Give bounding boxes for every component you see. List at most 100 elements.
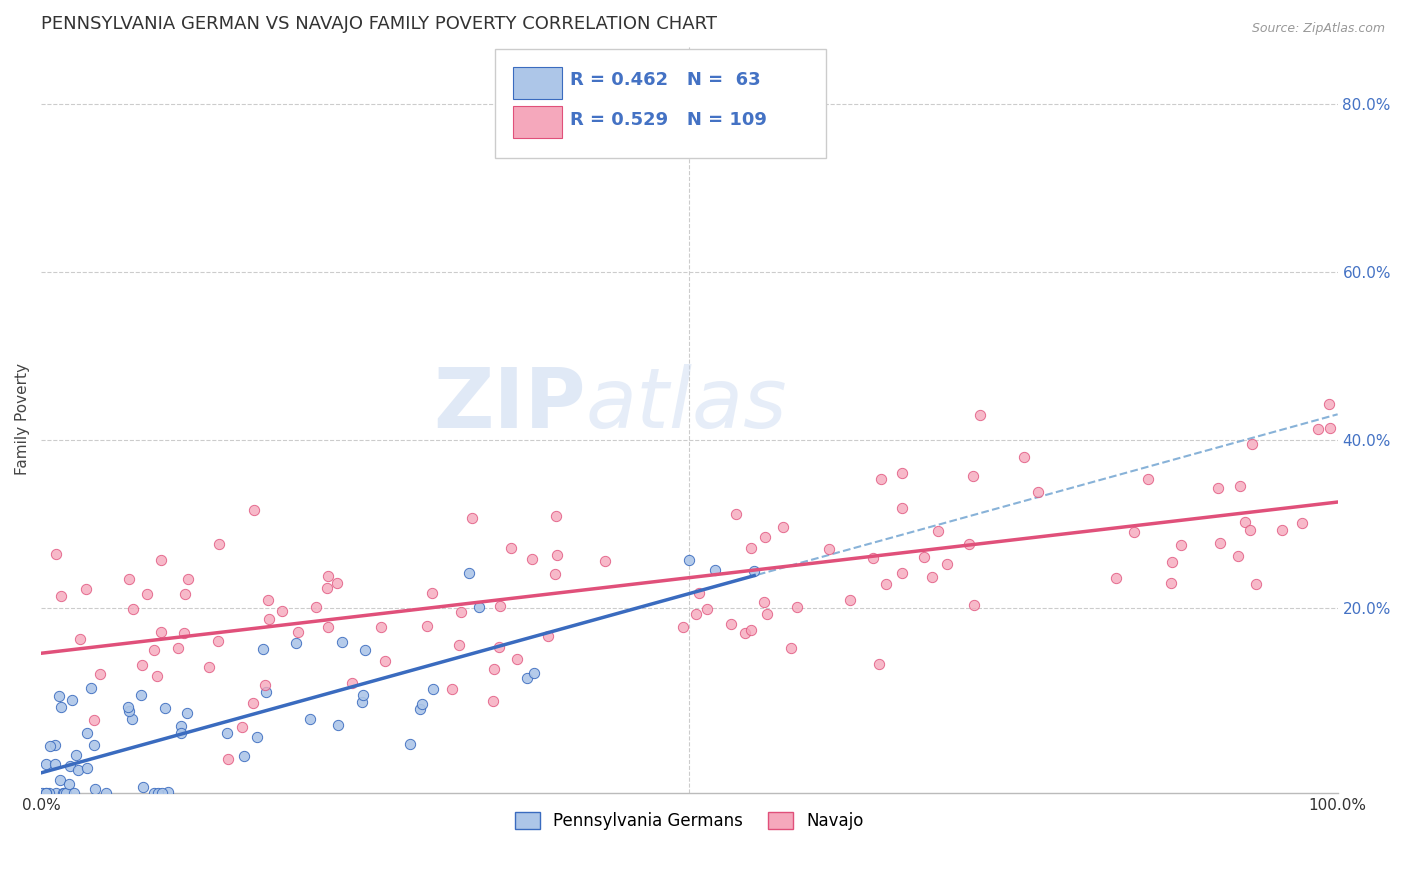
Point [35, 786, 58, 800]
Point [150, 786, 173, 800]
Point [69, 632, 91, 646]
Point [1209, 536, 1232, 550]
Point [411, 697, 433, 711]
Point [458, 566, 481, 580]
Point [76, 726, 98, 740]
Point [935, 558, 957, 572]
Point [207, 634, 229, 648]
Point [818, 542, 841, 557]
Point [1160, 556, 1182, 570]
Point [49, 589, 72, 603]
Point [256, 685, 278, 699]
Point [59, 759, 82, 773]
Point [488, 640, 510, 655]
Text: PENNSYLVANIA GERMAN VS NAVAJO FAMILY POVERTY CORRELATION CHART: PENNSYLVANIA GERMAN VS NAVAJO FAMILY POV… [41, 15, 717, 33]
Point [1239, 524, 1261, 538]
Point [84, 782, 107, 797]
Text: atlas: atlas [586, 364, 787, 445]
Point [121, 602, 143, 616]
Point [150, 553, 173, 567]
Point [35, 786, 58, 800]
Point [66, 763, 89, 777]
Point [1105, 571, 1128, 585]
Point [129, 688, 152, 702]
Point [891, 566, 914, 581]
Point [544, 509, 567, 524]
Point [45, 786, 67, 800]
Point [271, 604, 294, 618]
Point [1306, 422, 1329, 436]
Point [65, 747, 87, 762]
Point [398, 737, 420, 751]
Point [76, 761, 98, 775]
Point [489, 599, 512, 614]
Point [415, 619, 437, 633]
Point [422, 586, 444, 600]
Point [969, 408, 991, 422]
Point [516, 671, 538, 685]
Point [409, 702, 432, 716]
FancyBboxPatch shape [513, 67, 562, 99]
Point [696, 602, 718, 616]
Point [467, 599, 489, 614]
Point [83, 714, 105, 728]
Point [724, 507, 747, 521]
Point [1241, 437, 1264, 451]
Point [173, 626, 195, 640]
Point [135, 587, 157, 601]
Point [440, 681, 463, 696]
Point [326, 575, 349, 590]
Point [330, 635, 353, 649]
Point [779, 640, 801, 655]
Point [374, 653, 396, 667]
Point [1317, 397, 1340, 411]
Point [118, 572, 141, 586]
Point [170, 719, 193, 733]
Point [870, 472, 893, 486]
Point [89, 666, 111, 681]
Point [354, 643, 377, 657]
Point [215, 726, 238, 740]
Point [678, 553, 700, 567]
Point [305, 599, 328, 614]
Point [752, 594, 775, 608]
Point [48, 689, 70, 703]
Point [58, 777, 80, 791]
Point [257, 612, 280, 626]
Point [839, 593, 862, 607]
Point [482, 662, 505, 676]
Point [1319, 421, 1341, 435]
Point [1226, 549, 1249, 564]
Point [170, 726, 193, 740]
Text: R = 0.462   N =  63: R = 0.462 N = 63 [569, 71, 761, 89]
Point [246, 730, 269, 744]
Point [31, 786, 53, 800]
Point [34, 756, 56, 771]
Point [523, 666, 546, 681]
Point [217, 752, 239, 766]
Point [422, 682, 444, 697]
Text: Source: ZipAtlas.com: Source: ZipAtlas.com [1251, 22, 1385, 36]
Point [52, 786, 75, 800]
Point [174, 587, 197, 601]
Point [450, 605, 472, 619]
Point [254, 678, 277, 692]
Point [315, 581, 337, 595]
Point [957, 537, 980, 551]
Point [772, 519, 794, 533]
Point [1244, 577, 1267, 591]
Point [287, 625, 309, 640]
Point [340, 676, 363, 690]
Point [868, 657, 890, 671]
Point [482, 694, 505, 708]
Point [740, 541, 762, 556]
Point [94, 786, 117, 800]
Point [252, 641, 274, 656]
Point [38, 786, 60, 800]
Text: R = 0.529   N = 109: R = 0.529 N = 109 [569, 112, 766, 129]
Point [544, 566, 567, 581]
Point [1271, 523, 1294, 537]
Point [672, 620, 695, 634]
Point [121, 712, 143, 726]
FancyBboxPatch shape [495, 49, 825, 158]
